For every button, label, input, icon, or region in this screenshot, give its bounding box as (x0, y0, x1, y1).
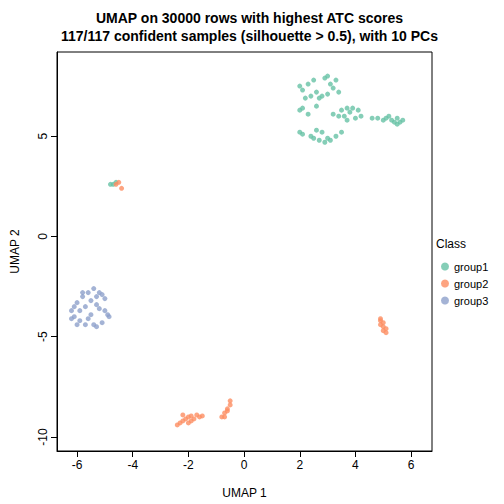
svg-text:Class: Class (436, 237, 466, 251)
svg-text:group2: group2 (454, 278, 488, 290)
svg-text:-2: -2 (183, 458, 194, 472)
svg-text:group3: group3 (454, 295, 488, 307)
svg-text:0: 0 (241, 458, 248, 472)
svg-text:4: 4 (352, 458, 359, 472)
svg-text:-6: -6 (72, 458, 83, 472)
svg-text:UMAP 1: UMAP 1 (222, 486, 267, 500)
svg-text:-10: -10 (36, 428, 50, 446)
svg-text:2: 2 (296, 458, 303, 472)
svg-text:-4: -4 (127, 458, 138, 472)
svg-text:6: 6 (408, 458, 415, 472)
svg-text:group1: group1 (454, 261, 488, 273)
svg-text:0: 0 (36, 233, 50, 240)
svg-text:UMAP on 30000 rows with highes: UMAP on 30000 rows with highest ATC scor… (96, 10, 403, 26)
svg-text:UMAP 2: UMAP 2 (8, 229, 22, 274)
svg-text:117/117 confident samples (sil: 117/117 confident samples (silhouette > … (61, 28, 438, 44)
svg-text:-5: -5 (36, 331, 50, 342)
svg-text:5: 5 (36, 133, 50, 140)
